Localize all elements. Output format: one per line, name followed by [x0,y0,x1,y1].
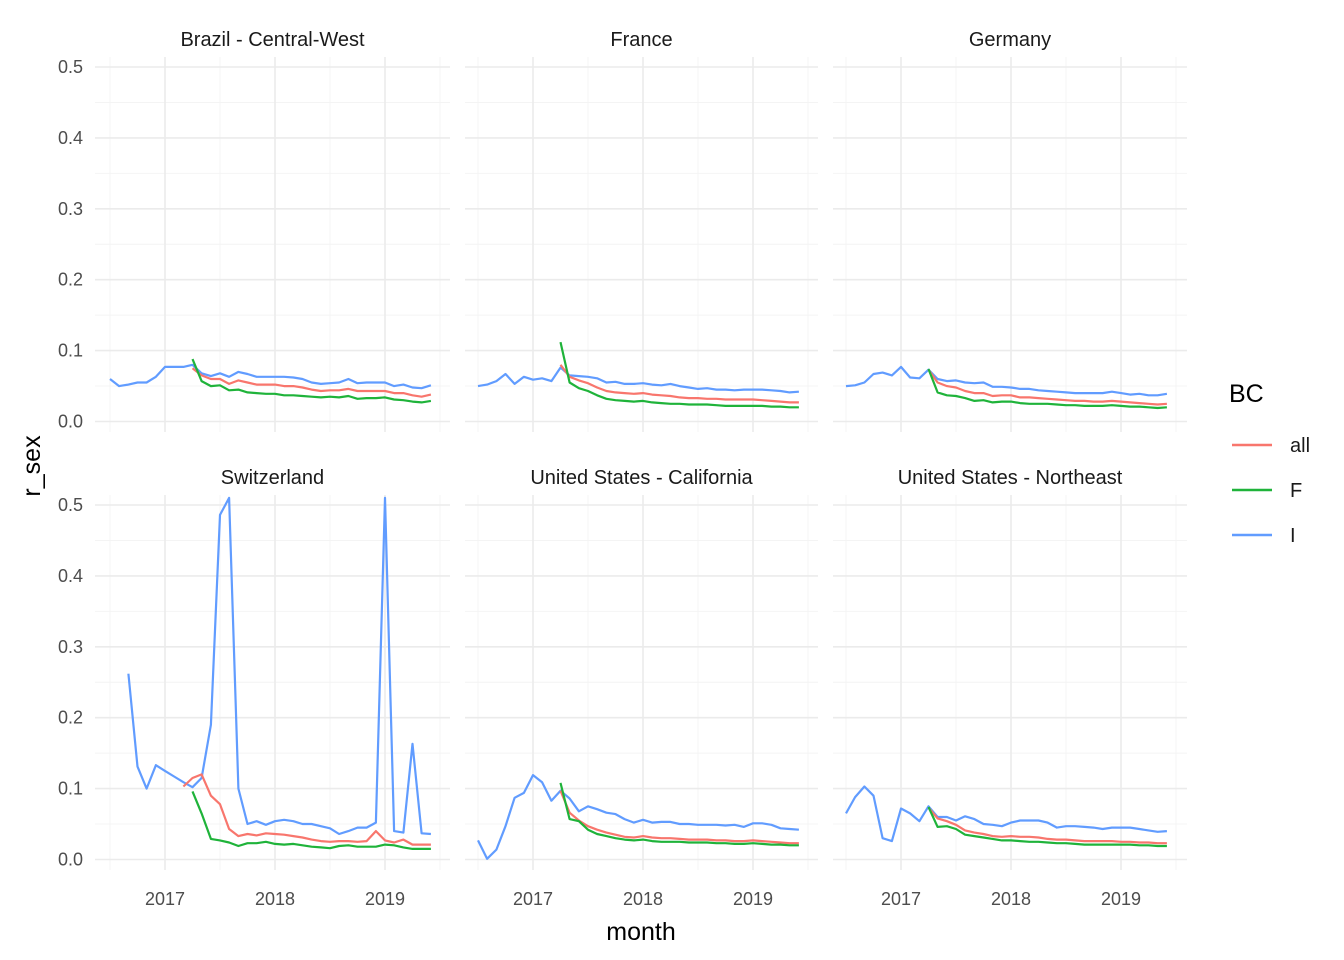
legend-label: F [1290,480,1302,502]
y-tick-label: 0.4 [58,566,83,586]
x-tick-label: 2019 [1101,889,1141,909]
y-tick-label: 0.4 [58,128,83,148]
series-line-all [927,806,1167,845]
panel-2: France [465,29,818,432]
series-line-F [191,358,432,404]
x-tick-label: 2019 [365,889,405,909]
x-tick-label: 2018 [255,889,295,909]
series-line-all [191,367,432,398]
series-line-all [559,364,799,404]
y-tick-label: 0.3 [58,637,83,657]
panel-title: United States - California [530,467,753,489]
series-line-I [845,785,1167,843]
series-line-F [927,368,1167,410]
y-tick-label: 0.0 [58,850,83,870]
panel-5: United States - California 2017 2018 2019 [465,467,818,909]
legend-title: BC [1229,380,1264,408]
y-axis-title: r_sex [18,435,46,497]
panel-title: United States - Northeast [898,467,1123,489]
series-line-I [477,773,799,860]
y-tick-label: 0.1 [58,341,83,361]
panel-title: Germany [969,29,1051,51]
series-line-F [559,782,799,847]
panel-6: United States - Northeast 2017 2018 2019 [833,467,1187,909]
panel-3: Germany [833,29,1187,432]
y-tick-label: 0.3 [58,199,83,219]
panel-title: Brazil - Central-West [180,29,365,51]
legend-label: all [1290,435,1310,457]
legend-label: I [1290,525,1296,547]
series-line-I [127,496,431,836]
series-line-I [845,365,1168,397]
x-tick-label: 2019 [733,889,773,909]
series-line-F [559,341,799,409]
series-line-F [191,790,431,851]
series-line-all [182,773,431,846]
series-line-all [559,790,799,845]
legend: BC all F I [1229,380,1310,547]
series-line-I [109,363,432,390]
y-tick-label: 0.2 [58,270,83,290]
x-tick-label: 2017 [145,889,185,909]
series-line-I [477,366,799,394]
y-tick-label: 0.5 [58,495,83,515]
x-tick-label: 2018 [623,889,663,909]
panel-1: Brazil - Central-West 0.0 0.1 0.2 0.3 0.4 0.5 [58,29,450,432]
x-tick-label: 2017 [513,889,553,909]
y-tick-label: 0.0 [58,412,83,432]
x-tick-label: 2018 [991,889,1031,909]
series-line-all [927,369,1167,406]
panel-title: Switzerland [221,467,324,489]
x-tick-label: 2017 [881,889,921,909]
y-tick-label: 0.1 [58,779,83,799]
x-axis-title: month [606,918,675,946]
panel-4: Switzerland 0.0 0.1 0.2 0.3 0.4 0.5 2017 2018 201… [58,467,450,909]
series-line-F [927,806,1167,848]
panel-title: France [610,29,672,51]
y-tick-label: 0.2 [58,708,83,728]
y-tick-label: 0.5 [58,57,83,77]
